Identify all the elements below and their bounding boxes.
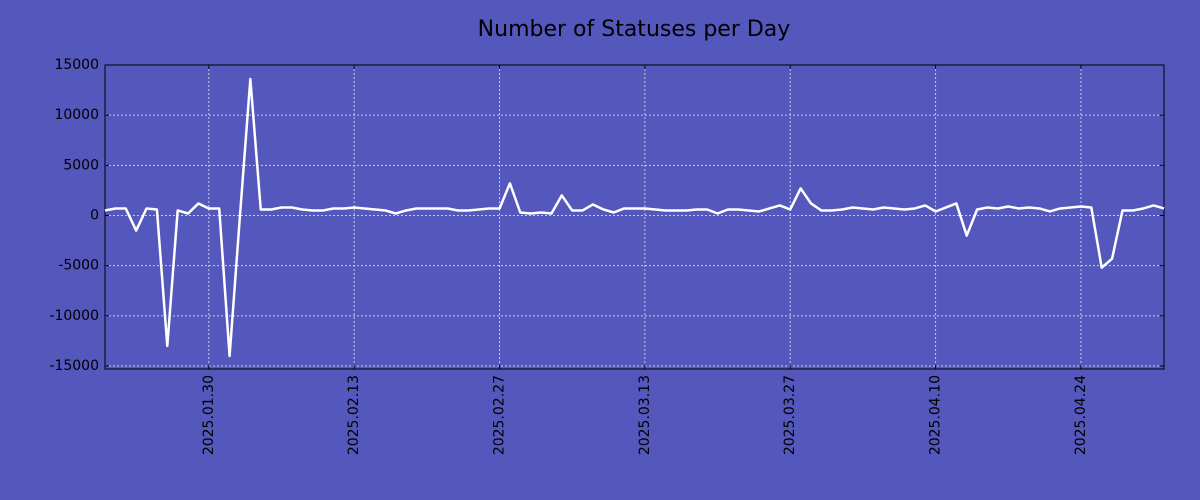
data-line — [104, 77, 1165, 358]
x-tick-label: 2025.03.27 — [782, 375, 798, 455]
x-tick-label: 2025.04.10 — [928, 375, 944, 455]
chart-title: Number of Statuses per Day — [478, 17, 791, 42]
y-tick-label: 5000 — [63, 157, 99, 173]
x-tick-label: 2025.01.30 — [201, 375, 217, 455]
x-tick-label: 2025.02.27 — [492, 375, 508, 455]
y-tick-label: 15000 — [54, 57, 99, 73]
y-tick-label: 10000 — [54, 107, 99, 123]
y-tick-label: 0 — [90, 207, 99, 223]
x-tick-label: 2025.04.24 — [1073, 375, 1089, 455]
x-tick-label: 2025.02.13 — [346, 375, 362, 455]
y-tick-label: -5000 — [58, 258, 99, 274]
plot-frame — [104, 64, 1165, 370]
y-tick-label: -15000 — [49, 358, 99, 374]
x-tick-label: 2025.03.13 — [637, 375, 653, 455]
y-tick-label: -10000 — [49, 308, 99, 324]
